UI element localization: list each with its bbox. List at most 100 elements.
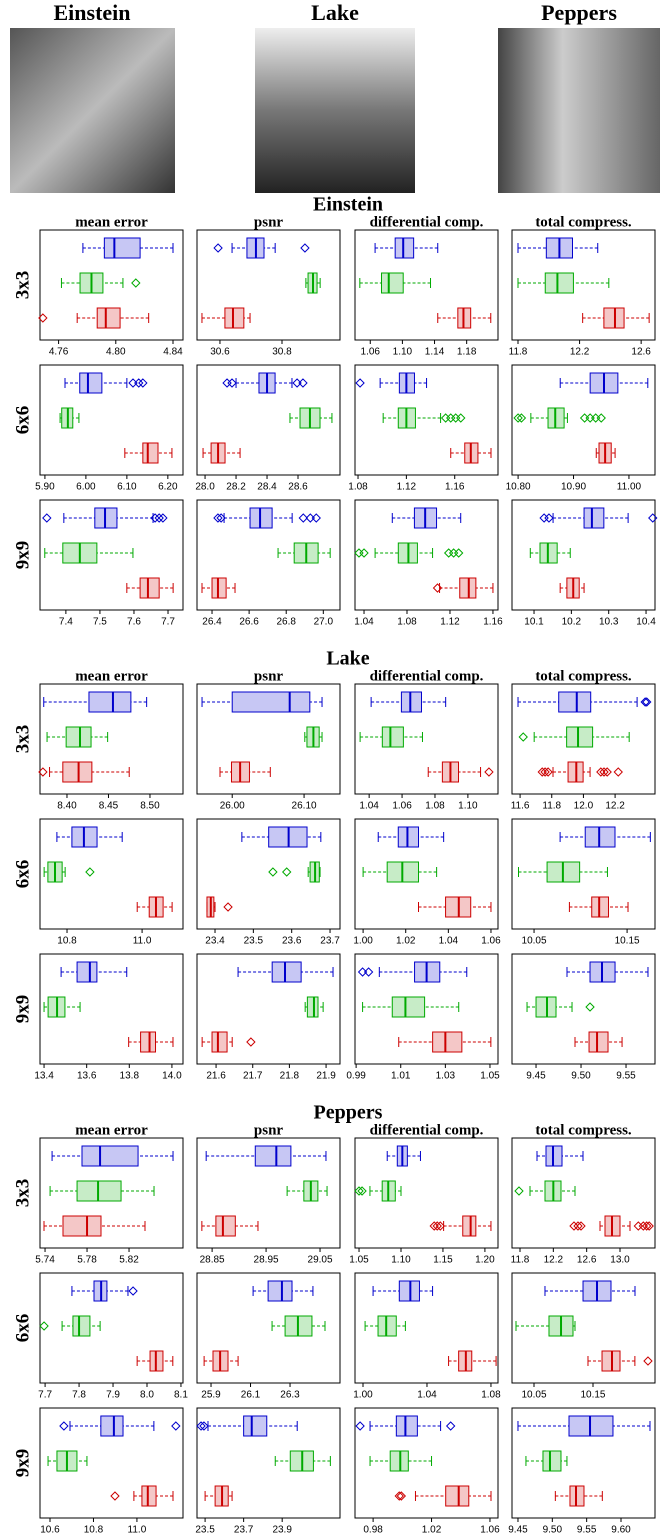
outlier: [440, 413, 451, 423]
x-tick-label: 8.40: [57, 801, 77, 812]
outlier: [298, 378, 308, 388]
x-tick-label: 21.6: [206, 1071, 226, 1082]
box: [394, 237, 415, 259]
x-tick-label: 1.10: [458, 801, 478, 812]
x-tick-label: 13.6: [77, 1071, 97, 1082]
x-tick-label: 11.00: [617, 482, 642, 493]
panel-frame: [511, 229, 656, 341]
x-tick-label: 10.05: [521, 1390, 546, 1401]
x-tick-label: 1.18: [457, 347, 477, 358]
outlier: [128, 378, 138, 388]
row-label: 3x3: [12, 271, 33, 300]
x-tick-label: 8.1: [174, 1390, 188, 1401]
column-header: total compress.: [535, 668, 632, 684]
outlier: [199, 1421, 209, 1431]
x-tick-label: 1.04: [439, 936, 459, 947]
x-tick-label: 1.04: [354, 617, 374, 628]
x-tick-label: 1.00: [353, 936, 373, 947]
x-tick-label: 23.9: [272, 1525, 292, 1536]
x-tick-label: 11.8: [542, 801, 561, 812]
outlier: [223, 902, 233, 912]
x-tick-label: 26.10: [292, 801, 317, 812]
x-tick-label: 10.4: [636, 617, 656, 628]
row-label: 3x3: [12, 725, 33, 754]
outlier: [602, 767, 612, 777]
x-tick-label: 4.84: [163, 347, 183, 358]
box: [96, 307, 121, 329]
x-tick-label: 6.10: [117, 482, 137, 493]
x-tick-label: 13.4: [34, 1071, 54, 1082]
x-tick-label: 10.05: [522, 936, 547, 947]
x-tick-label: 5.74: [35, 1255, 55, 1266]
x-tick-label: 0.98: [363, 1525, 383, 1536]
x-tick-label: 1.14: [425, 347, 445, 358]
x-tick-label: 1.02: [396, 936, 416, 947]
x-tick-label: 7.6: [127, 617, 141, 628]
panel-frame: [354, 1272, 499, 1384]
x-tick-label: 11.6: [511, 801, 530, 812]
row-label: 3x3: [12, 1179, 33, 1208]
box: [88, 691, 132, 713]
column-header: mean error: [75, 668, 148, 684]
panel-frame: [511, 818, 656, 930]
outlier: [42, 513, 52, 523]
x-tick-label: 23.6: [282, 936, 302, 947]
column-header: total compress.: [535, 1122, 632, 1138]
x-tick-label: 1.16: [483, 617, 503, 628]
outlier: [544, 513, 554, 523]
x-tick-label: 23.5: [195, 1525, 215, 1536]
outlier: [573, 1221, 583, 1231]
outlier: [585, 1002, 595, 1012]
x-tick-label: 5.90: [35, 482, 55, 493]
outlier: [213, 243, 223, 253]
outlier: [354, 548, 364, 558]
box: [542, 1450, 562, 1472]
box: [79, 372, 103, 394]
x-tick-label: 4.76: [49, 347, 69, 358]
x-tick-label: 7.4: [59, 617, 73, 628]
x-tick-label: 9.50: [571, 1071, 591, 1082]
outlier: [357, 967, 368, 977]
x-tick-label: 9.50: [543, 1525, 563, 1536]
image-label: Lake: [311, 0, 359, 25]
x-tick-label: 10.3: [599, 617, 619, 628]
outlier: [222, 378, 232, 388]
outlier: [38, 313, 48, 323]
x-tick-label: 10.6: [40, 1525, 60, 1536]
x-tick-label: 9.45: [508, 1525, 528, 1536]
x-tick-label: 21.8: [280, 1071, 300, 1082]
row-label: 6x6: [12, 406, 33, 435]
box: [588, 1031, 609, 1053]
x-tick-label: 11.0: [128, 1525, 147, 1536]
box: [267, 1280, 293, 1302]
box: [544, 272, 574, 294]
outlier: [171, 1421, 181, 1431]
x-tick-label: 1.20: [475, 1255, 495, 1266]
x-tick-label: 28.95: [254, 1255, 279, 1266]
x-tick-label: 14.0: [162, 1071, 182, 1082]
outlier: [355, 378, 365, 388]
outlier: [158, 513, 168, 523]
column-header: psnr: [254, 1122, 284, 1138]
x-tick-label: 1.08: [348, 482, 368, 493]
outlier: [435, 1221, 445, 1231]
panel-frame: [354, 1407, 499, 1519]
x-tick-label: 30.8: [272, 347, 292, 358]
outlier: [131, 278, 141, 288]
x-tick-label: 10.1: [524, 617, 544, 628]
x-tick-label: 11.8: [511, 1255, 530, 1266]
box: [400, 691, 422, 713]
outlier: [282, 867, 292, 877]
panel-frame: [354, 953, 499, 1065]
x-tick-label: 23.7: [234, 1525, 254, 1536]
column-header: differential comp.: [370, 1122, 484, 1138]
outlier: [448, 548, 459, 558]
outlier: [85, 867, 95, 877]
box: [211, 1031, 228, 1053]
x-tick-label: 9.60: [611, 1525, 631, 1536]
outlier: [216, 513, 226, 523]
outlier: [644, 1221, 654, 1231]
x-tick-label: 12.2: [605, 801, 625, 812]
panel-frame: [511, 953, 656, 1065]
outlier: [154, 513, 164, 523]
